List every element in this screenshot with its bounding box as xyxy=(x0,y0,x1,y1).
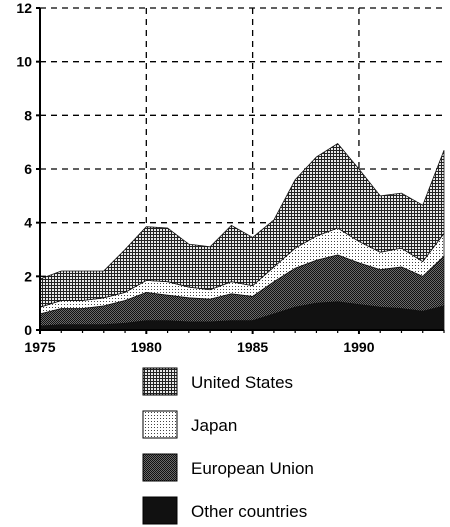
y-tick-label-6: 6 xyxy=(24,161,32,177)
axis-layer: 0 2 4 6 8 10 12 1975 1980 1985 1990 xyxy=(16,0,445,355)
x-tick-label-1985: 1985 xyxy=(237,339,268,355)
y-tick-label-0: 0 xyxy=(24,322,32,338)
x-tick-label-1990: 1990 xyxy=(343,339,374,355)
y-tick-label-8: 8 xyxy=(24,107,32,123)
x-tick-label-1975: 1975 xyxy=(24,339,55,355)
legend: United States Japan European Union Other co… xyxy=(142,367,314,525)
y-tick-label-2: 2 xyxy=(24,268,32,284)
legend-label-other-countries: Other countries xyxy=(191,502,307,521)
legend-swatch-european-union xyxy=(142,453,178,482)
legend-swatch-japan xyxy=(142,410,178,439)
legend-label-united-states: United States xyxy=(191,373,293,392)
area-layer xyxy=(39,142,445,331)
x-tick-label-1980: 1980 xyxy=(131,339,162,355)
area-united-states xyxy=(39,142,445,308)
legend-label-japan: Japan xyxy=(191,416,237,435)
y-tick-label-4: 4 xyxy=(24,215,32,231)
y-tick-label-10: 10 xyxy=(16,54,32,70)
y-tick-label-12: 12 xyxy=(16,0,32,16)
legend-swatch-other-countries xyxy=(142,496,178,525)
legend-label-european-union: European Union xyxy=(191,459,314,478)
legend-swatch-united-states xyxy=(142,367,178,396)
